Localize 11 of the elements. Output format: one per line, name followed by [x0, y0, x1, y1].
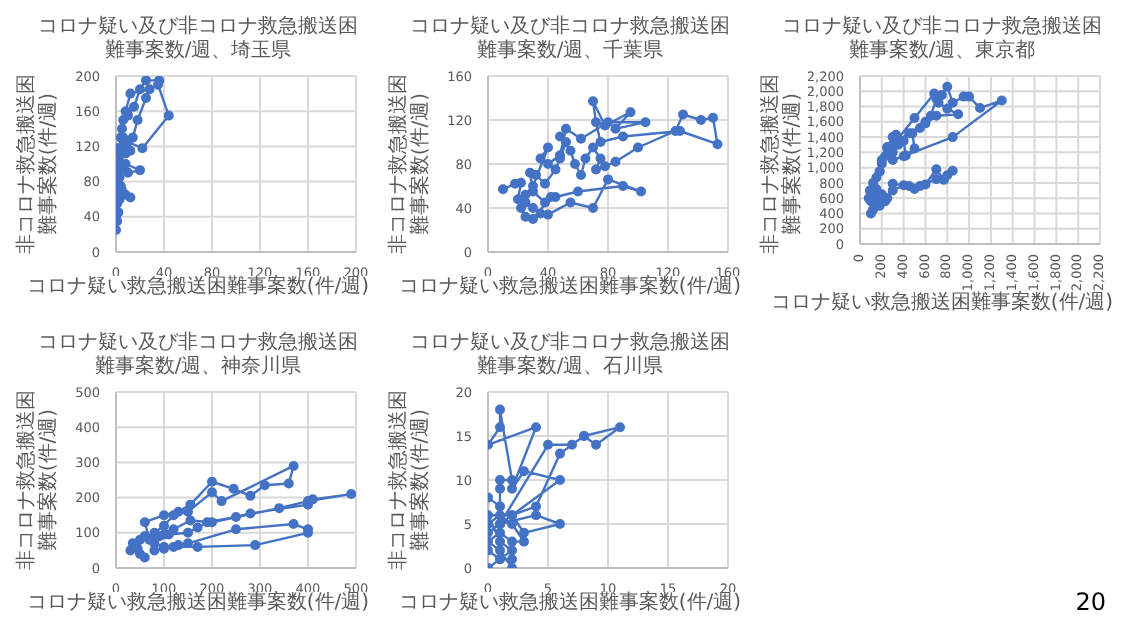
y-axis-title: 非コロナ救急搬送困難事案数(件/週) — [16, 72, 62, 258]
chart-title: コロナ疑い及び非コロナ救急搬送困難事案数/週、神奈川県 — [36, 332, 360, 382]
y-axis-title: 非コロナ救急搬送困難事案数(件/週) — [388, 72, 434, 258]
y-axis-title: 非コロナ救急搬送困難事案数(件/週) — [760, 72, 806, 258]
x-axis-title: コロナ疑い救急搬送困難事案数(件/週) — [768, 292, 1116, 316]
chart-title: コロナ疑い及び非コロナ救急搬送困難事案数/週、千葉県 — [408, 16, 732, 66]
chart-title: コロナ疑い及び非コロナ救急搬送困難事案数/週、埼玉県 — [36, 16, 360, 66]
chart-title: コロナ疑い及び非コロナ救急搬送困難事案数/週、石川県 — [408, 332, 732, 382]
y-axis-title: 非コロナ救急搬送困難事案数(件/週) — [16, 388, 62, 574]
chart-title: コロナ疑い及び非コロナ救急搬送困難事案数/週、東京都 — [780, 16, 1104, 66]
y-axis-title: 非コロナ救急搬送困難事案数(件/週) — [388, 388, 434, 574]
